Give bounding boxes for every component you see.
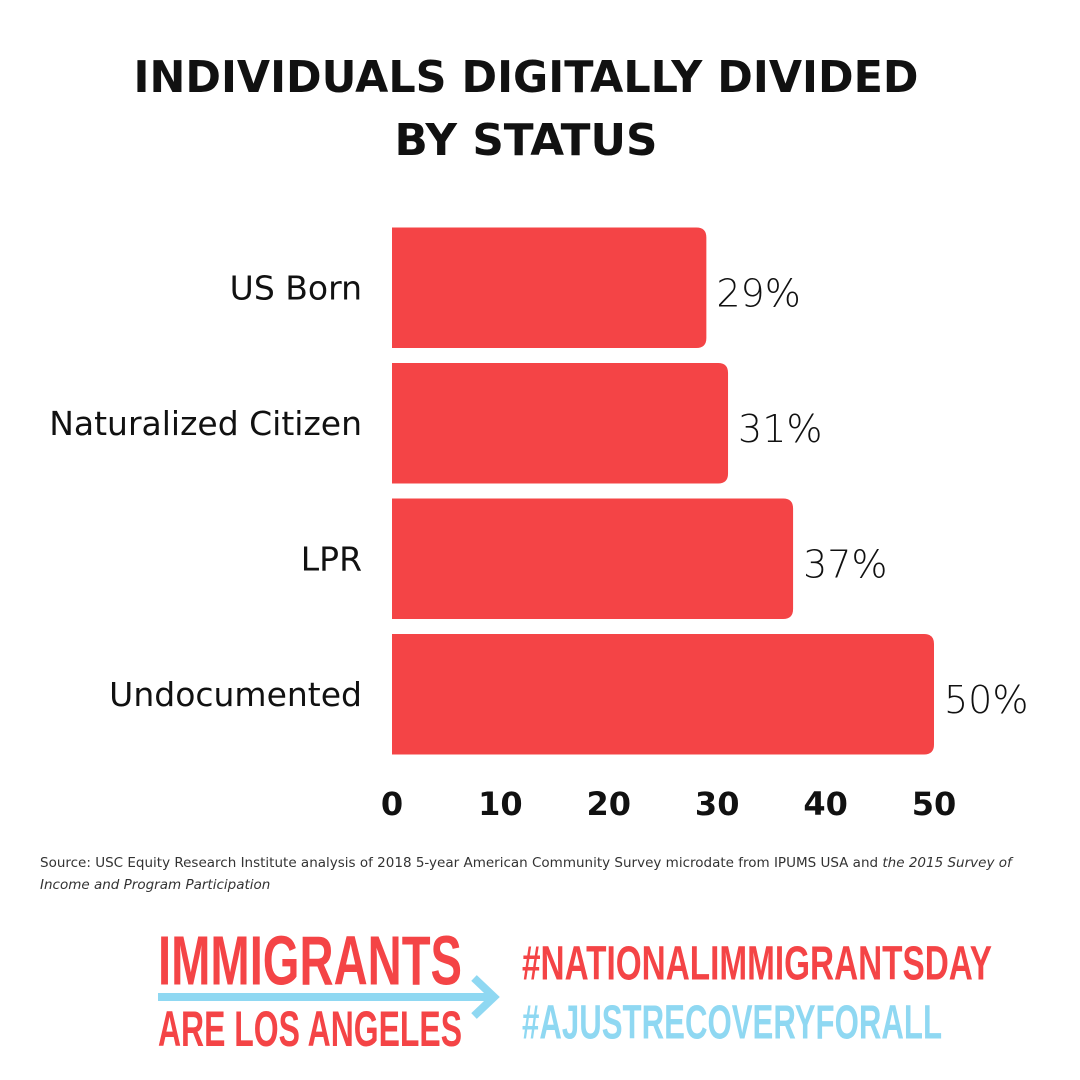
y-tick-label: Naturalized Citizen: [49, 404, 362, 443]
logo-text: IMMIGRANTS: [158, 921, 462, 999]
chart-title: BY STATUS: [395, 115, 658, 166]
y-tick-label: Undocumented: [109, 675, 362, 714]
y-tick-label: US Born: [230, 268, 362, 307]
chart-title: INDIVIDUALS DIGITALLY DIVIDED: [134, 52, 919, 103]
source-text: Source: USC Equity Research Institute an…: [40, 855, 879, 871]
bar: [392, 634, 934, 755]
value-label: 31%: [738, 407, 822, 451]
bar: [392, 363, 729, 484]
hashtag: #AJUSTRECOVERYFORALL: [522, 997, 942, 1050]
value-label: 50%: [944, 678, 1028, 722]
y-tick-label: LPR: [301, 539, 362, 578]
source-note: Source: USC Equity Research Institute an…: [40, 852, 1050, 896]
value-label: 37%: [803, 542, 887, 586]
logo-text: ARE LOS ANGELES: [158, 1001, 462, 1057]
x-tick-label: 10: [478, 785, 523, 823]
x-tick-label: 30: [695, 785, 740, 823]
hashtag: #NATIONALIMMIGRANTSDAY: [522, 938, 992, 991]
x-tick-label: 0: [381, 785, 403, 823]
logo-arrowhead: [471, 975, 500, 1019]
value-label: 29%: [716, 271, 800, 315]
bar: [392, 498, 794, 619]
x-tick-label: 50: [912, 785, 957, 823]
bar: [392, 227, 707, 348]
source-italic: the 2015 Survey of Income and Program Pa…: [40, 855, 1012, 893]
x-tick-label: 20: [587, 785, 632, 823]
x-tick-label: 40: [803, 785, 848, 823]
